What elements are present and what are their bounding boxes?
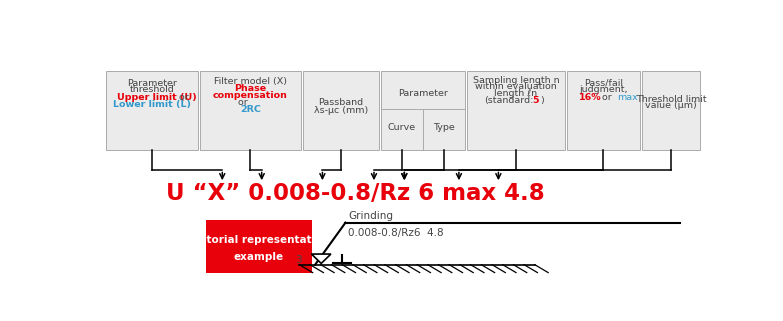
Bar (467, 71, 565, 150)
Text: Parameter: Parameter (398, 89, 448, 98)
Text: value (μm): value (μm) (645, 101, 697, 110)
Text: 16%: 16% (579, 93, 601, 102)
Text: within evaluation: within evaluation (475, 82, 557, 91)
Text: Pass/fail: Pass/fail (584, 79, 622, 88)
Bar (106, 71, 198, 150)
Text: Sampling length n: Sampling length n (473, 75, 559, 84)
Text: Pictorial representation: Pictorial representation (189, 235, 330, 245)
Polygon shape (312, 254, 331, 264)
Text: Filter model (X): Filter model (X) (214, 76, 287, 85)
Text: Type: Type (433, 123, 455, 132)
Text: judgment,: judgment, (579, 85, 628, 94)
Text: Parameter: Parameter (127, 79, 177, 88)
Text: Lower limit (L): Lower limit (L) (113, 100, 191, 109)
Text: Grinding: Grinding (348, 211, 394, 221)
Text: threshold: threshold (129, 85, 175, 94)
Bar (641, 71, 701, 150)
Text: or: or (236, 98, 248, 107)
Text: U “X” 0.008-0.8/Rz 6 max 4.8: U “X” 0.008-0.8/Rz 6 max 4.8 (167, 181, 545, 204)
Text: Phase: Phase (234, 84, 266, 93)
Text: λs-μc (mm): λs-μc (mm) (314, 106, 368, 115)
Text: max: max (617, 93, 637, 102)
Bar (381, 71, 465, 150)
Text: example: example (234, 252, 284, 262)
Text: compensation: compensation (213, 91, 288, 100)
Text: or: or (176, 93, 189, 102)
Bar (200, 71, 301, 150)
Text: (standard:: (standard: (485, 96, 534, 105)
Bar (567, 71, 640, 150)
Text: 5: 5 (532, 96, 539, 105)
Text: Upper limit (U): Upper limit (U) (117, 93, 197, 102)
Text: Passband: Passband (319, 98, 363, 107)
Text: 2RC: 2RC (240, 105, 261, 114)
Bar (303, 71, 379, 150)
Text: or: or (598, 93, 614, 102)
Text: 3: 3 (295, 255, 301, 265)
Text: Curve: Curve (388, 123, 416, 132)
Text: 0.008-0.8/Rz6  4.8: 0.008-0.8/Rz6 4.8 (348, 228, 444, 238)
Text: length ℓn: length ℓn (494, 89, 538, 98)
Bar (206, 220, 312, 273)
Text: ): ) (540, 96, 544, 105)
Text: Threshold limit: Threshold limit (636, 95, 706, 104)
